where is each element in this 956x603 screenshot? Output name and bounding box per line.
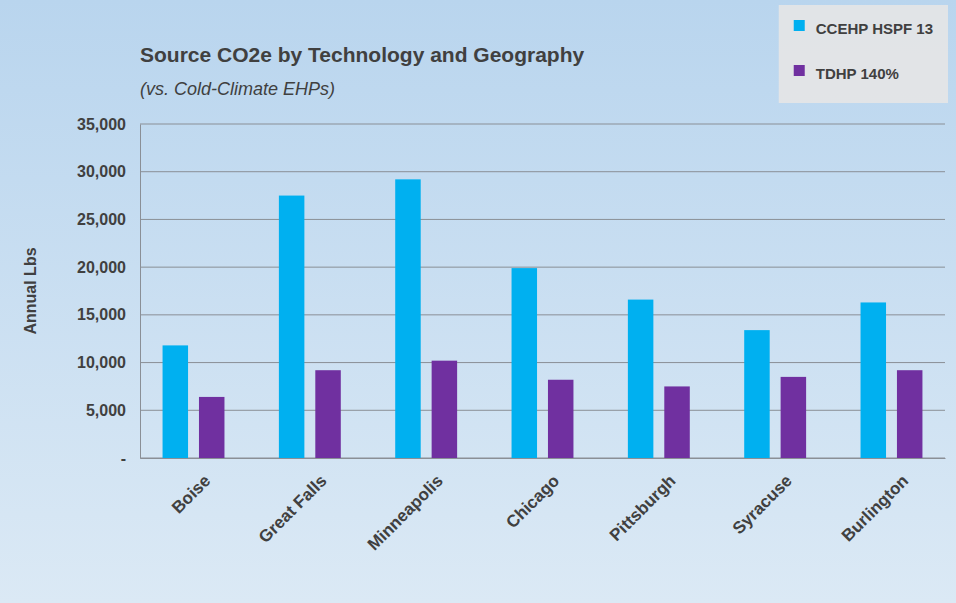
bar	[432, 361, 457, 458]
y-tick-label: 5,000	[86, 402, 126, 419]
x-axis: Boise Great Falls Minneapolis Chicago Pittsb…	[141, 458, 946, 554]
legend: CCEHP HSPF 13 TDHP 140%	[779, 5, 948, 103]
y-tick-label: 20,000	[77, 259, 126, 276]
legend-label: TDHP 140%	[816, 65, 899, 82]
y-tick: 35,000	[77, 116, 140, 133]
y-tick-label: 35,000	[77, 116, 126, 133]
x-tick-label: Burlington	[838, 471, 912, 545]
y-tick-label: 15,000	[77, 306, 126, 323]
grid-line	[140, 267, 945, 268]
grid-line	[140, 219, 945, 220]
x-tick-label: Chicago	[502, 471, 563, 532]
background	[0, 0, 956, 603]
y-tick: -	[121, 450, 140, 467]
bar	[315, 370, 340, 458]
y-axis-line	[140, 125, 141, 459]
bar	[548, 380, 573, 458]
bar	[199, 397, 224, 458]
bar	[861, 302, 886, 458]
x-axis-line	[141, 458, 946, 459]
grid-line	[140, 458, 945, 459]
legend-label: CCEHP HSPF 13	[816, 20, 933, 37]
grid-line	[140, 362, 945, 363]
x-tick: Great Falls	[255, 458, 331, 547]
bar	[628, 300, 653, 458]
bar	[279, 196, 304, 458]
x-tick-label: Syracuse	[729, 471, 796, 538]
y-tick: 10,000	[77, 354, 140, 371]
grid-line	[140, 171, 945, 172]
y-axis: - 5,000 10,000 15,000 20,000 25,000 30,000 35,0…	[77, 116, 140, 467]
y-tick: 30,000	[77, 163, 140, 180]
legend-swatch	[794, 65, 805, 76]
x-tick-label: Pittsburgh	[606, 471, 680, 545]
bar	[897, 370, 922, 458]
bar	[781, 377, 806, 458]
title: Source CO2e by Technology and Geography	[140, 43, 585, 66]
x-tick: Pittsburgh	[606, 458, 680, 545]
legend-box	[779, 5, 948, 103]
grid-line	[140, 314, 945, 315]
chart: - 5,000 10,000 15,000 20,000 25,000 30,000 35,0…	[0, 0, 956, 603]
grid-line	[140, 410, 945, 411]
bar	[163, 345, 188, 458]
subtitle: (vs. Cold-Climate EHPs)	[140, 79, 335, 99]
y-axis-title: Annual Lbs	[22, 247, 39, 334]
y-tick: 5,000	[86, 402, 140, 419]
x-tick-label: Minneapolis	[364, 471, 447, 554]
y-tick: 20,000	[77, 259, 140, 276]
series	[199, 361, 922, 458]
y-tick: 25,000	[77, 211, 140, 228]
bar	[744, 330, 769, 458]
y-tick-label: 10,000	[77, 354, 126, 371]
x-tick: Burlington	[838, 458, 912, 545]
x-tick: Minneapolis	[364, 458, 447, 554]
x-tick: Boise	[168, 458, 214, 517]
legend-item: TDHP 140%	[794, 65, 899, 82]
legend-item: CCEHP HSPF 13	[794, 20, 933, 37]
x-tick-label: Boise	[168, 471, 214, 517]
bar	[664, 386, 689, 458]
grid-line	[140, 124, 945, 125]
bars	[163, 179, 923, 458]
bar	[395, 179, 420, 458]
series	[163, 179, 886, 458]
legend-swatch	[794, 20, 805, 31]
grid	[140, 124, 945, 458]
y-tick: 15,000	[77, 306, 140, 323]
y-tick-label: 25,000	[77, 211, 126, 228]
x-tick-label: Great Falls	[255, 471, 331, 547]
y-tick-label: 30,000	[77, 163, 126, 180]
bar	[512, 268, 537, 458]
x-tick: Syracuse	[729, 458, 796, 538]
y-tick-label: -	[121, 450, 126, 467]
x-tick: Chicago	[502, 458, 563, 532]
